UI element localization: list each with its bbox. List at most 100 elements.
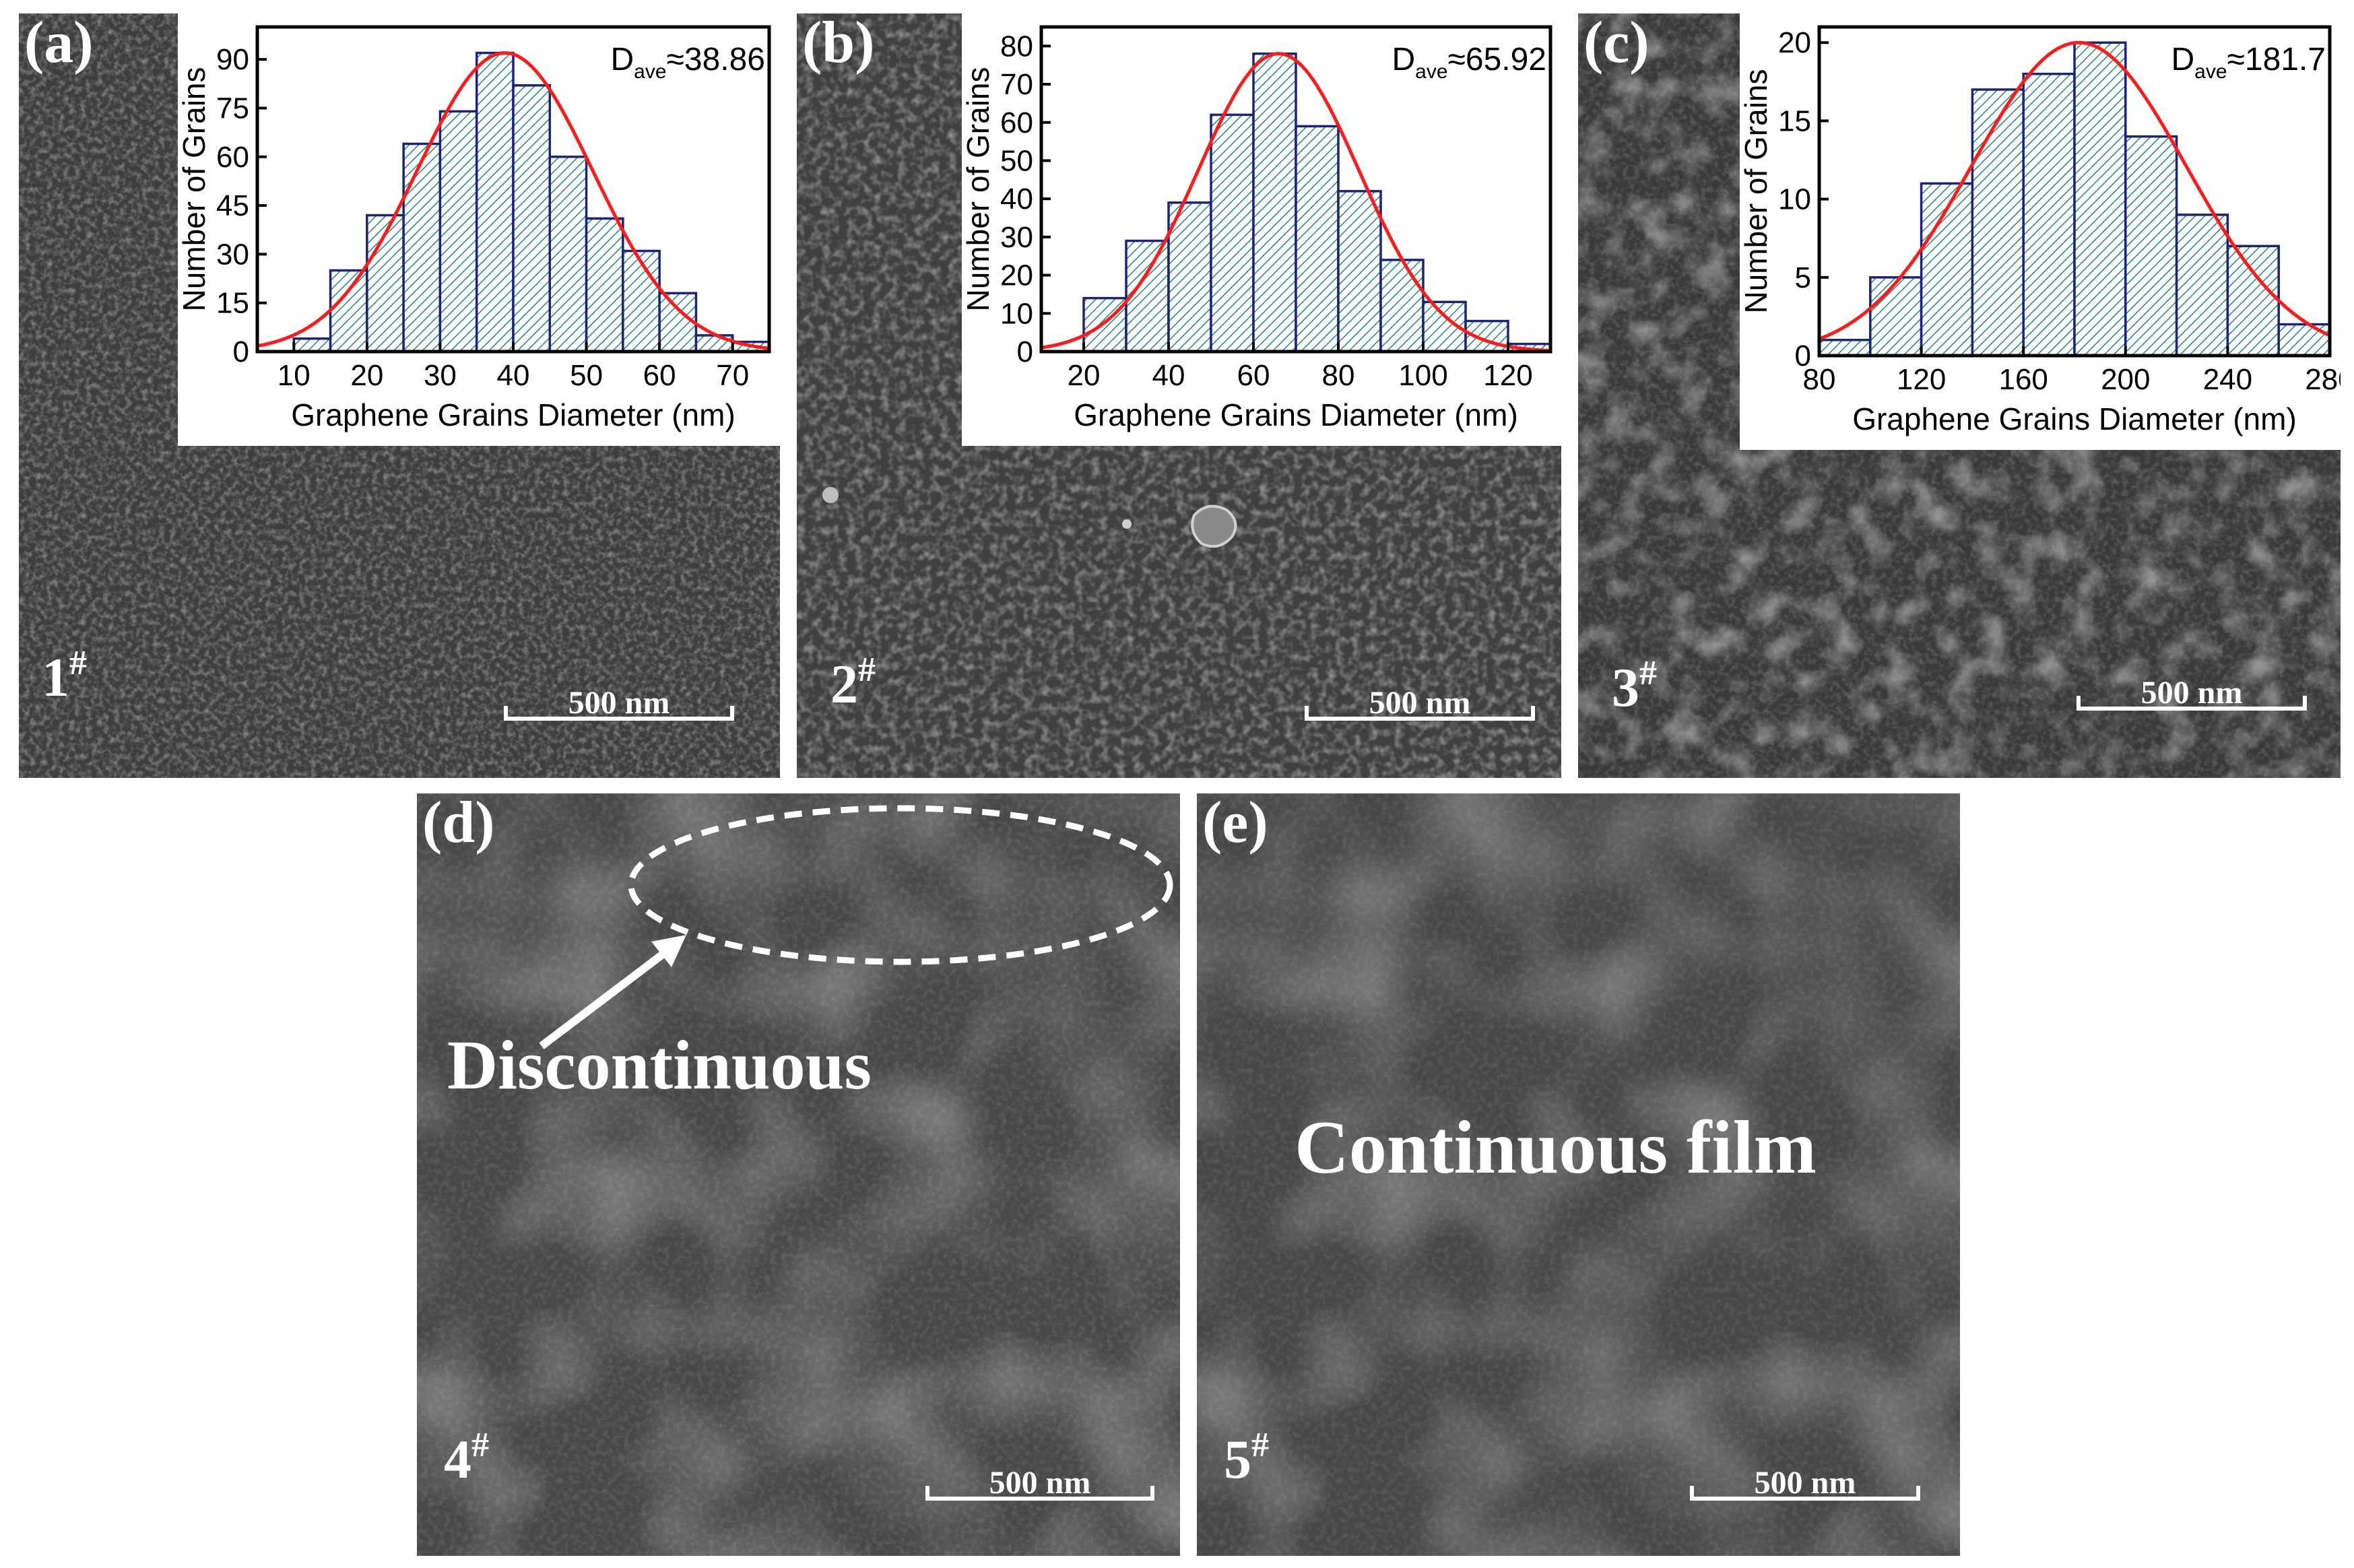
scale-bar-b: 500 nm xyxy=(1305,687,1535,721)
sem-image-e xyxy=(1197,793,1960,1556)
scale-bar-c: 500 nm xyxy=(2077,677,2307,711)
histogram-bar-0-3 xyxy=(402,142,442,353)
y-axis-label-1: Number of Grains xyxy=(962,67,995,311)
sem-panel-e: (e) Continuous film 5# 500 nm xyxy=(1197,793,1960,1556)
x-tick-label-2-3: 200 xyxy=(2101,363,2150,396)
x-axis-label-2: Graphene Grains Diameter (nm) xyxy=(1852,401,2297,436)
x-tick-label-0-6: 70 xyxy=(716,359,749,392)
histogram-bar-0-9 xyxy=(622,249,661,353)
y-tick-label-0-2: 30 xyxy=(216,238,249,271)
y-axis-label-2: Number of Grains xyxy=(1740,69,1773,313)
scale-bar-d: 500 nm xyxy=(925,1467,1154,1501)
panel-label-a: (a) xyxy=(24,13,94,75)
histogram-bar-0-1 xyxy=(329,269,368,353)
panel-label-b: (b) xyxy=(802,13,875,75)
histogram-bar-2-5 xyxy=(2073,41,2127,357)
x-tick-label-0-5: 60 xyxy=(643,359,676,392)
y-tick-label-2-0: 0 xyxy=(1795,339,1811,372)
histogram-inset-a: 10 20 30 40 50 60 70 0 15 30 45 60 75 90 Graphene Grai… xyxy=(178,13,780,446)
histogram-chart-c: 80 120 160 200 240 280 0 5 10 15 20 Graphene Grains… xyxy=(1740,25,2341,436)
sample-label-3: 3# xyxy=(1612,654,1657,718)
sample-label-5: 5# xyxy=(1224,1426,1269,1490)
continuous-film-label: Continuous film xyxy=(1295,1106,1817,1189)
histogram-bar-2-9 xyxy=(2277,323,2331,357)
histogram-bar-0-8 xyxy=(585,217,624,353)
x-tick-label-1-0: 20 xyxy=(1068,359,1101,392)
x-tick-label-2-0: 80 xyxy=(1803,363,1836,396)
dave-annotation-2: Dave≈181.7 xyxy=(2171,42,2326,83)
gaussian-fit-line-1 xyxy=(1041,52,1551,352)
histogram-bar-1-4 xyxy=(1252,52,1297,353)
y-tick-label-2-1: 5 xyxy=(1795,261,1811,294)
x-tick-label-2-5: 280 xyxy=(2305,363,2341,396)
annotation-arrowhead xyxy=(651,935,686,967)
dave-annotation-0: Dave≈38.86 xyxy=(610,42,765,83)
y-tick-label-2-4: 20 xyxy=(1778,26,1811,59)
histogram-bar-1-0 xyxy=(1082,296,1127,353)
x-tick-label-2-4: 240 xyxy=(2203,363,2252,396)
histogram-inset-c: 80 120 160 200 240 280 0 5 10 15 20 Graphene Grains… xyxy=(1740,13,2341,450)
y-tick-label-2-2: 10 xyxy=(1778,183,1811,216)
y-tick-label-1-2: 20 xyxy=(1000,259,1033,292)
dave-annotation-1: Dave≈65.92 xyxy=(1392,42,1546,83)
x-tick-label-0-4: 50 xyxy=(570,359,603,392)
y-tick-label-1-1: 10 xyxy=(1000,297,1033,330)
y-axis-label-0: Number of Grains xyxy=(178,67,211,311)
histogram-bar-2-8 xyxy=(2226,244,2280,357)
sample-label-2: 2# xyxy=(830,651,876,715)
gaussian-fit-line-0 xyxy=(257,51,770,350)
y-tick-label-1-6: 60 xyxy=(1000,106,1033,139)
x-tick-label-1-3: 80 xyxy=(1322,359,1355,392)
histogram-bar-0-4 xyxy=(438,110,478,353)
x-tick-label-1-5: 120 xyxy=(1483,359,1532,392)
histogram-bar-1-3 xyxy=(1210,113,1255,353)
histogram-bar-2-7 xyxy=(2175,214,2229,357)
y-tick-label-2-3: 15 xyxy=(1778,104,1811,137)
sample-label-4: 4# xyxy=(444,1426,489,1490)
histogram-bar-0-7 xyxy=(548,156,588,353)
histogram-bar-1-5 xyxy=(1295,125,1340,353)
sample-label-1: 1# xyxy=(42,644,87,708)
histogram-bar-0-5 xyxy=(475,51,515,353)
histogram-chart-b: 20 40 60 80 100 120 0 10 20 30 40 50 60 70 80 Graphene … xyxy=(962,25,1552,432)
panel-label-c: (c) xyxy=(1583,13,1649,75)
histogram-bar-2-0 xyxy=(1818,339,1872,357)
chart-frame-2 xyxy=(1817,25,2332,358)
chart-frame-1 xyxy=(1039,25,1552,354)
y-tick-label-1-4: 40 xyxy=(1000,183,1033,216)
x-tick-label-0-1: 20 xyxy=(350,359,383,392)
x-axis-label-0: Graphene Grains Diameter (nm) xyxy=(291,397,735,432)
x-axis-label-1: Graphene Grains Diameter (nm) xyxy=(1074,397,1518,432)
x-tick-label-0-0: 10 xyxy=(277,359,310,392)
y-tick-label-1-7: 70 xyxy=(1000,68,1033,101)
sem-panel-a: (a) 1# 500 nm 10 20 30 40 50 60 70 0 15 30 45 60 75 9… xyxy=(19,13,780,778)
y-tick-label-1-8: 80 xyxy=(1000,30,1033,63)
histogram-bar-2-6 xyxy=(2124,135,2178,357)
x-tick-label-0-3: 40 xyxy=(497,359,530,392)
sem-image-d xyxy=(417,793,1180,1556)
histogram-bar-2-4 xyxy=(2022,72,2076,357)
sem-panel-b: (b) 2# 500 nm 20 40 60 80 100 120 0 10 20 30 40 50 6… xyxy=(797,13,1561,778)
histogram-bar-0-0 xyxy=(292,337,332,353)
y-tick-label-1-5: 50 xyxy=(1000,144,1033,177)
histogram-bar-0-6 xyxy=(512,84,552,353)
y-tick-label-0-6: 90 xyxy=(216,43,249,76)
y-tick-label-0-0: 0 xyxy=(233,335,249,368)
histogram-bar-2-1 xyxy=(1869,276,1923,357)
sem-panel-d: (d) Discontinuous 4# 500 nm xyxy=(417,793,1180,1556)
histogram-bar-1-6 xyxy=(1337,190,1382,353)
histogram-bar-0-10 xyxy=(658,292,698,353)
y-tick-label-1-0: 0 xyxy=(1017,335,1033,368)
histogram-chart-a: 10 20 30 40 50 60 70 0 15 30 45 60 75 90 Graphene Grai… xyxy=(178,25,771,432)
histogram-inset-b: 20 40 60 80 100 120 0 10 20 30 40 50 60 70 80 Graphene … xyxy=(962,13,1561,446)
y-tick-label-0-3: 45 xyxy=(216,189,249,222)
scale-bar-a: 500 nm xyxy=(504,687,734,721)
y-tick-label-0-4: 60 xyxy=(216,141,249,174)
y-tick-label-0-5: 75 xyxy=(216,92,249,125)
histogram-bar-1-2 xyxy=(1167,201,1212,353)
x-tick-label-2-1: 120 xyxy=(1897,363,1946,396)
histogram-bar-2-3 xyxy=(1971,88,2025,357)
sem-panel-c: (c) 3# 500 nm 80 120 160 200 240 280 0 5 10 15 20 G… xyxy=(1578,13,2341,778)
scale-bar-e: 500 nm xyxy=(1690,1467,1920,1501)
x-tick-label-1-4: 100 xyxy=(1398,359,1447,392)
